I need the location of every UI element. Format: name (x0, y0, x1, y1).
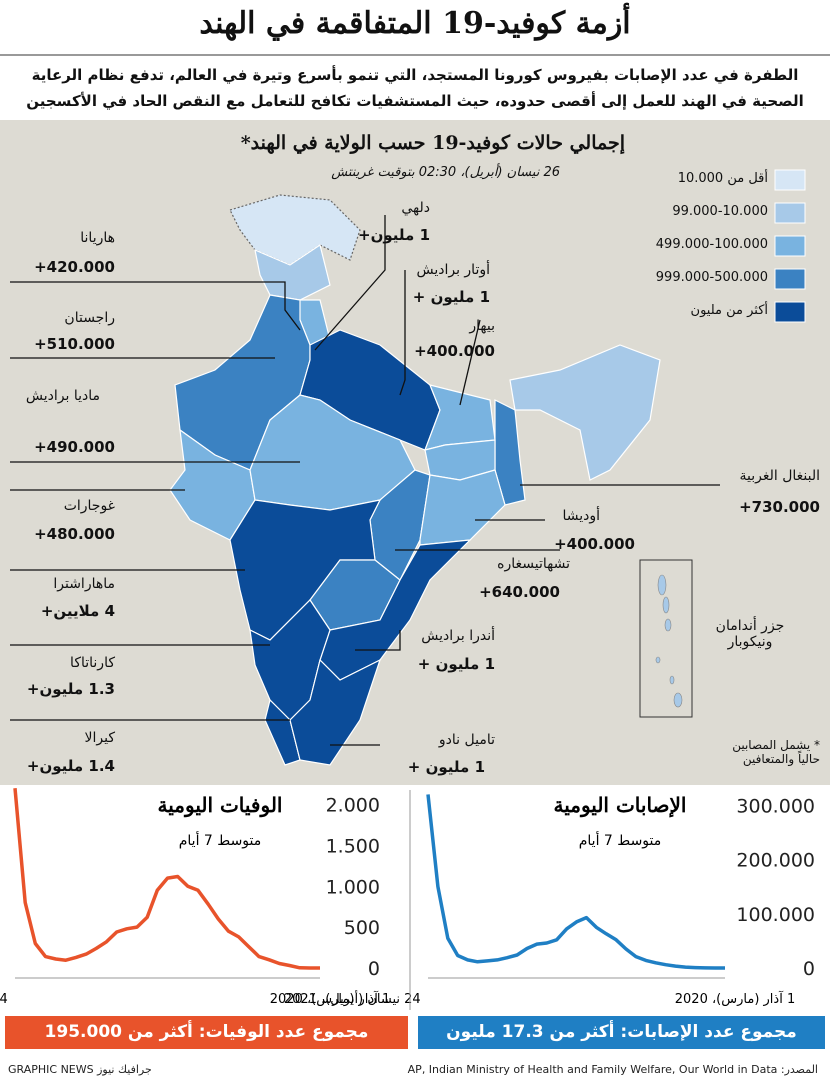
state-value: +420.000 (34, 258, 115, 276)
y-tick-label: 300.000 (736, 795, 815, 817)
chart-title: الوفيات اليومية (158, 793, 283, 818)
legend-label: أكثر من مليون (690, 303, 768, 318)
chart-title: الإصابات اليومية (554, 793, 687, 818)
footnote: * يشمل المصابين حالياً والمتعافين (732, 738, 820, 766)
y-tick-label: 0 (803, 958, 815, 980)
map-date: 26 نيسان (أبريل)، 02:30 بتوقيت غرينتش (331, 165, 560, 180)
state-name: تشهاتيسغاره (497, 556, 570, 572)
state (419, 469, 506, 546)
inset-frame (639, 559, 693, 718)
state-value: +490.000 (34, 438, 115, 456)
subtitle: الطفرة في عدد الإصابات بفيروس كورونا الم… (26, 66, 804, 110)
state-value: +480.000 (34, 525, 115, 543)
state-value: +730.000 (739, 498, 820, 516)
legend-swatch (774, 169, 806, 191)
state-name: دلهي (401, 200, 430, 216)
y-tick-label: 100.000 (736, 904, 815, 926)
island (662, 596, 670, 614)
island (673, 692, 683, 708)
brand: GRAPHIC NEWS جرافيك نيوز (8, 1063, 152, 1076)
state-value: 1.3 مليون+ (26, 680, 115, 698)
charts: الوفيات اليومية متوسط 7 أيام 0 500 1.000 1.50… (0, 788, 815, 1007)
island (669, 675, 675, 685)
state-name: كيرالا (84, 730, 116, 746)
chart-subtitle: متوسط 7 أيام (179, 831, 262, 849)
legend-label: 499.000-100.000 (655, 237, 768, 252)
x-tick-label: 1 آذار (مارس)، 2020 (675, 990, 795, 1007)
legend-label: أقل من 10.000 (677, 171, 768, 186)
x-tick-label: 24 نيسان (أبريل)، 2021 (0, 990, 8, 1007)
state-name: بيهار (469, 318, 495, 334)
legend-swatch (774, 235, 806, 257)
state (299, 329, 441, 451)
state-value: 1 مليون + (412, 288, 490, 306)
state-name: أوديشا (562, 508, 600, 524)
islands-label: جزر أندامان ونيكوبار (715, 618, 785, 650)
state-name: أندرا براديش (421, 628, 495, 644)
state-value: 4 ملايين+ (40, 602, 115, 620)
state-value: 1 مليون + (407, 758, 485, 776)
cases-total: مجموع عدد الإصابات: أكثر من 17.3 مليون (418, 1016, 825, 1049)
state (509, 344, 661, 481)
leader (355, 630, 401, 651)
y-tick-label: 1.000 (326, 876, 380, 898)
y-tick-label: 500 (344, 917, 380, 939)
y-tick-label: 1.500 (326, 835, 380, 857)
y-tick-label: 200.000 (736, 850, 815, 872)
state (229, 194, 361, 266)
x-tick-label: 1 آذار (مارس)، 2020 (270, 990, 390, 1007)
data-line (426, 794, 725, 970)
legend-swatch (774, 202, 806, 224)
state-name: راجستان (64, 310, 115, 326)
chart-subtitle: متوسط 7 أيام (579, 831, 662, 849)
map-title: إجمالي حالات كوفيد-19 حسب الولاية في اله… (240, 132, 625, 154)
india-map (169, 194, 661, 766)
state-value: 1.4 مليون+ (26, 757, 115, 775)
title: أزمة كوفيد-19 المتفاقمة في الهند (199, 6, 631, 41)
island (657, 574, 667, 596)
state-name: تاميل نادو (438, 732, 495, 748)
legend-label: 999.000-500.000 (655, 270, 768, 285)
x-tick-label: 24 نيسان (أبريل)، 2021 (284, 990, 421, 1007)
state (264, 698, 301, 766)
state (289, 658, 382, 766)
state-value: 1 مليون+ (358, 226, 430, 244)
state-name: ماديا براديش (25, 388, 100, 404)
map-panel (0, 120, 830, 785)
state-name: أوتار براديش (416, 262, 490, 278)
legend (774, 169, 806, 323)
leader-lines (10, 215, 720, 746)
state-name: غوجارات (63, 498, 115, 514)
leader (314, 215, 386, 351)
state-name: ماهاراشترا (53, 576, 115, 592)
island (655, 656, 661, 664)
state-name: كارناتاكا (70, 655, 115, 671)
y-tick-label: 2.000 (326, 795, 380, 817)
legend-swatch (774, 301, 806, 323)
source: المصدر: AP, Indian Ministry of Health an… (407, 1063, 818, 1076)
leader (459, 319, 481, 406)
islands (655, 574, 683, 708)
state-name: هاريانا (80, 230, 115, 246)
deaths-total: مجموع عدد الوفيات: أكثر من 195.000 (5, 1016, 408, 1049)
y-tick-label: 0 (368, 958, 380, 980)
state-value: +400.000 (554, 535, 635, 553)
state-value: +640.000 (479, 583, 560, 601)
leader (10, 281, 301, 331)
state-value: +510.000 (34, 335, 115, 353)
data-line (13, 788, 320, 970)
state-name: البنغال الغربية (739, 468, 820, 484)
leader (399, 270, 406, 396)
legend-swatch (774, 268, 806, 290)
state (254, 244, 331, 301)
island (664, 618, 672, 632)
state-value: +400.000 (414, 342, 495, 360)
legend-label: 99.000-10.000 (672, 204, 768, 219)
state-value: 1 مليون + (417, 655, 495, 673)
